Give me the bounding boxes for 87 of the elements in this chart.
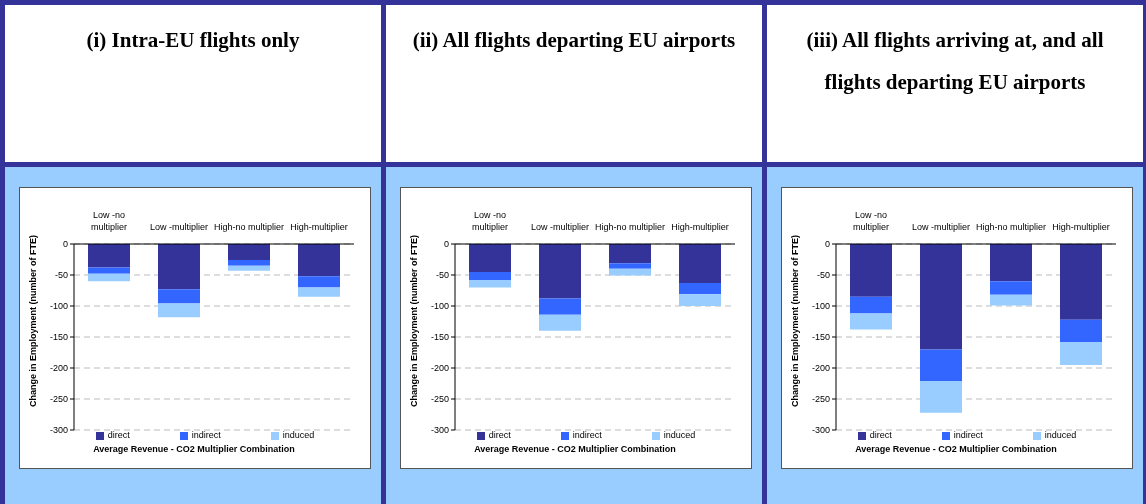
bar [920, 349, 962, 382]
x-tick-label: Low -no multiplier [852, 210, 890, 232]
y-tick-label: -50 [435, 270, 449, 281]
bar [88, 244, 130, 268]
bar [228, 244, 270, 261]
bar [469, 244, 511, 272]
bar [609, 268, 651, 276]
bar [850, 244, 892, 297]
bar [920, 244, 962, 350]
bar [990, 244, 1032, 282]
x-tick-label: Low -no multiplier [471, 210, 509, 232]
y-tick-label: 0 [62, 239, 68, 250]
bar [469, 279, 511, 288]
x-tick-label: High-multiplier [671, 222, 729, 232]
bar [990, 294, 1032, 306]
bar [298, 287, 340, 297]
x-tick-label: Low -multiplier [530, 222, 590, 232]
bar [298, 276, 340, 288]
bar [88, 267, 130, 274]
legend-label: induced [1044, 430, 1077, 440]
y-axis-title: Change in Employment (number of FTE) [790, 234, 801, 407]
bar [158, 303, 200, 318]
bar [539, 244, 581, 299]
x-tick-label: High-no multiplier [594, 222, 666, 232]
y-tick-label: 0 [443, 239, 449, 250]
legend-label: direct [869, 430, 892, 440]
x-axis-title: Average Revenue - CO2 Multiplier Combination [92, 444, 296, 454]
y-tick-label: -300 [49, 425, 68, 436]
bar [1060, 319, 1102, 342]
x-axis-title: Average Revenue - CO2 Multiplier Combination [473, 444, 677, 454]
y-tick-label: -50 [54, 270, 68, 281]
x-tick-label: High-multiplier [1052, 222, 1110, 232]
y-tick-label: 0 [824, 239, 830, 250]
bar [609, 263, 651, 269]
bar [850, 296, 892, 314]
y-axis-title: Change in Employment (number of FTE) [28, 234, 39, 407]
y-tick-label: -250 [811, 394, 830, 405]
bar [679, 283, 721, 295]
bar [539, 298, 581, 315]
x-tick-label: High-no multiplier [213, 222, 285, 232]
bar [679, 294, 721, 306]
x-tick-label: Low -no multiplier [90, 210, 128, 232]
legend-label: induced [282, 430, 315, 440]
bar [158, 289, 200, 304]
x-tick-label: High-multiplier [290, 222, 348, 232]
bar [1060, 244, 1102, 320]
legend-label: direct [107, 430, 130, 440]
bar [850, 313, 892, 330]
y-tick-label: -50 [816, 270, 830, 281]
x-tick-label: Low -multiplier [149, 222, 209, 232]
bar [88, 273, 130, 282]
chart-title: (i) Intra-EU flights only [85, 27, 301, 54]
bar [679, 244, 721, 284]
y-tick-label: -250 [430, 394, 449, 405]
chart-title: (iii) All flights arriving at, and all flights departing EU airports [805, 27, 1105, 96]
legend-label: indirect [953, 430, 983, 440]
y-tick-label: -200 [811, 363, 830, 374]
bar [609, 244, 651, 264]
y-tick-label: -200 [49, 363, 68, 374]
y-tick-label: -100 [430, 301, 449, 312]
y-tick-label: -150 [49, 332, 68, 343]
y-tick-label: -100 [49, 301, 68, 312]
legend-label: direct [488, 430, 511, 440]
y-tick-label: -200 [430, 363, 449, 374]
bar [469, 271, 511, 280]
y-tick-label: -250 [49, 394, 68, 405]
chart-title: (ii) All flights departing EU airports [411, 27, 737, 54]
x-axis-title: Average Revenue - CO2 Multiplier Combination [854, 444, 1058, 454]
legend-label: indirect [191, 430, 221, 440]
y-tick-label: -300 [430, 425, 449, 436]
legend-label: induced [663, 430, 696, 440]
y-tick-label: -100 [811, 301, 830, 312]
y-axis-title: Change in Employment (number of FTE) [409, 234, 420, 407]
bar [158, 244, 200, 290]
y-tick-label: -300 [811, 425, 830, 436]
bar [990, 281, 1032, 295]
y-tick-label: -150 [811, 332, 830, 343]
x-tick-label: Low -multiplier [911, 222, 971, 232]
bar [539, 314, 581, 331]
bar [920, 381, 962, 413]
bar [298, 244, 340, 277]
x-tick-label: High-no multiplier [975, 222, 1047, 232]
bar [228, 260, 270, 266]
y-tick-label: -150 [430, 332, 449, 343]
legend-label: indirect [572, 430, 602, 440]
bar [1060, 341, 1102, 365]
bar [228, 265, 270, 271]
